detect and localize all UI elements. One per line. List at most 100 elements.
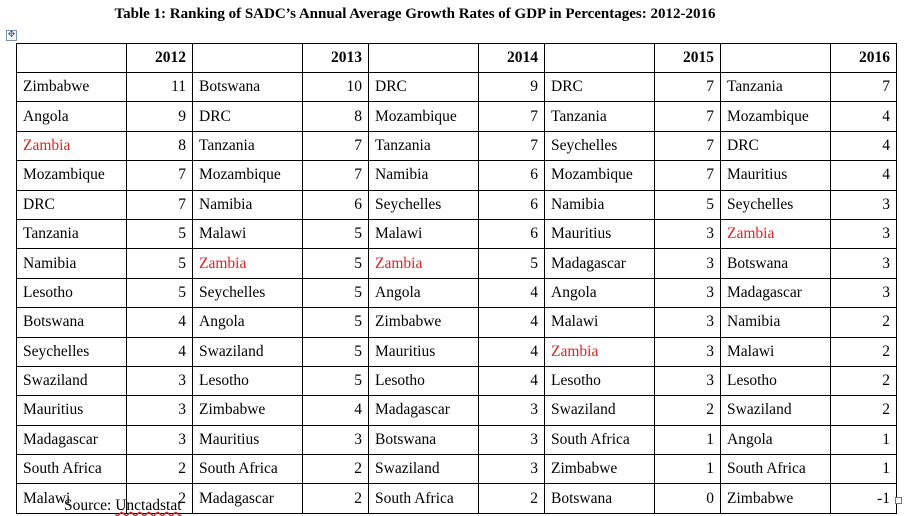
table-row: Zimbabwe 11 Botswana 10 DRC 9 DRC 7 Tanzania 7 <box>16 71 897 103</box>
growth-value-cell: 8 <box>302 101 369 132</box>
table-row: Zambia 8 Tanzania 7 Tanzania 7 Seychelles 7 DRC 4 <box>16 130 897 162</box>
table-row: Seychelles 4 Swaziland 5 Mauritius 4 Zambia 3 Ma… <box>16 336 897 367</box>
growth-value-cell: 7 <box>478 130 545 162</box>
growth-value-cell: 7 <box>654 160 721 191</box>
growth-value-cell: 2 <box>126 454 193 485</box>
country-cell: Lesotho <box>192 365 303 397</box>
growth-value-cell: 11 <box>126 71 193 103</box>
country-cell: Malawi <box>544 307 655 338</box>
growth-value-cell: 3 <box>654 218 721 250</box>
country-cell: Swaziland <box>720 395 831 426</box>
country-cell: Namibia <box>720 307 831 338</box>
growth-value-cell: 5 <box>478 248 545 279</box>
table-row: Angola 9 DRC 8 Mozambique 7 Tanzania 7 Mozambiqu… <box>16 101 897 132</box>
growth-value-cell: 3 <box>654 365 721 397</box>
country-cell: Namibia <box>544 189 655 220</box>
country-cell: Mozambique <box>720 101 831 132</box>
header-row: 2012 2013 2014 2015 2016 <box>16 43 897 73</box>
growth-value-cell: 7 <box>654 71 721 103</box>
country-cell: South Africa <box>192 454 303 485</box>
country-cell: South Africa <box>544 424 655 456</box>
header-blank-cell <box>368 43 479 73</box>
growth-value-cell: 3 <box>830 218 897 250</box>
country-cell: Mozambique <box>16 160 127 191</box>
country-cell: Lesotho <box>16 277 127 309</box>
table-row: Mozambique 7 Mozambique 7 Namibia 6 Mozambique… <box>16 160 897 191</box>
table-row: Namibia 5 Zambia 5 Zambia 5 Madagascar 3 Botswan… <box>16 248 897 279</box>
country-cell: Lesotho <box>544 365 655 397</box>
growth-value-cell: 2 <box>302 483 369 514</box>
source-prefix: Source: <box>64 497 116 514</box>
growth-value-cell: 6 <box>302 189 369 220</box>
country-cell: Madagascar <box>16 424 127 456</box>
country-cell: Seychelles <box>368 189 479 220</box>
growth-value-cell: 2 <box>302 454 369 485</box>
country-cell: Namibia <box>192 189 303 220</box>
growth-value-cell: 3 <box>126 395 193 426</box>
country-cell: Seychelles <box>192 277 303 309</box>
year-header: 2014 <box>478 43 545 73</box>
gdp-ranking-table: 2012 2013 2014 2015 2016 Zimbabwe 11 Botswana 10… <box>16 43 897 514</box>
country-cell: Tanzania <box>544 101 655 132</box>
growth-value-cell: 2 <box>478 483 545 514</box>
country-cell: Malawi <box>720 336 831 367</box>
country-cell: DRC <box>192 101 303 132</box>
country-cell: Seychelles <box>544 130 655 162</box>
country-cell: South Africa <box>16 454 127 485</box>
growth-value-cell: 4 <box>126 336 193 367</box>
growth-value-cell: 3 <box>830 277 897 309</box>
source-name: Unctadstat <box>115 497 182 514</box>
growth-value-cell: 7 <box>126 189 193 220</box>
growth-value-cell: 4 <box>478 365 545 397</box>
growth-value-cell: 5 <box>654 189 721 220</box>
growth-value-cell: 9 <box>478 71 545 103</box>
country-cell: Zambia <box>720 218 831 250</box>
country-cell: Zambia <box>544 336 655 367</box>
year-header: 2015 <box>654 43 721 73</box>
growth-value-cell: 2 <box>830 336 897 367</box>
growth-value-cell: 2 <box>654 395 721 426</box>
growth-value-cell: 7 <box>126 160 193 191</box>
growth-value-cell: -1 <box>830 483 897 514</box>
table-row: Tanzania 5 Malawi 5 Malawi 6 Mauritius 3 Zambia 3 <box>16 218 897 250</box>
country-cell: Mozambique <box>544 160 655 191</box>
table-row: South Africa 2 South Africa 2 Swaziland 3 Zimb… <box>16 454 897 485</box>
growth-value-cell: 3 <box>654 336 721 367</box>
growth-value-cell: 4 <box>302 395 369 426</box>
country-cell: Lesotho <box>368 365 479 397</box>
growth-value-cell: 4 <box>830 130 897 162</box>
country-cell: Zimbabwe <box>544 454 655 485</box>
growth-value-cell: 5 <box>302 307 369 338</box>
country-cell: Malawi <box>16 483 127 514</box>
country-cell: Botswana <box>16 307 127 338</box>
country-cell: DRC <box>368 71 479 103</box>
country-cell: Zambia <box>368 248 479 279</box>
header-blank-cell <box>16 43 127 73</box>
growth-value-cell: 3 <box>830 248 897 279</box>
table-row: Lesotho 5 Seychelles 5 Angola 4 Angola 3 Madagas… <box>16 277 897 309</box>
move-arrows-icon[interactable]: ✥ <box>6 30 17 41</box>
table-row: Madagascar 3 Mauritius 3 Botswana 3 South Afri… <box>16 424 897 456</box>
resize-square-icon[interactable] <box>895 497 902 504</box>
country-cell: Mauritius <box>544 218 655 250</box>
country-cell: Madagascar <box>544 248 655 279</box>
growth-value-cell: 3 <box>830 189 897 220</box>
growth-value-cell: 2 <box>126 483 193 514</box>
country-cell: DRC <box>16 189 127 220</box>
country-cell: Mozambique <box>368 101 479 132</box>
country-cell: Angola <box>720 424 831 456</box>
growth-value-cell: 3 <box>126 424 193 456</box>
country-cell: Tanzania <box>16 218 127 250</box>
country-cell: Mauritius <box>16 395 127 426</box>
source-note: Source: Unctadstat <box>64 497 182 515</box>
table-row: Botswana 4 Angola 5 Zimbabwe 4 Malawi 3 Namibia 2 <box>16 307 897 338</box>
growth-value-cell: 8 <box>126 130 193 162</box>
growth-value-cell: 7 <box>478 101 545 132</box>
growth-value-cell: 7 <box>654 130 721 162</box>
country-cell: Namibia <box>16 248 127 279</box>
table-row: DRC 7 Namibia 6 Seychelles 6 Namibia 5 Seychelle… <box>16 189 897 220</box>
country-cell: Tanzania <box>720 71 831 103</box>
year-header: 2016 <box>830 43 897 73</box>
growth-value-cell: 5 <box>126 277 193 309</box>
growth-value-cell: 3 <box>654 248 721 279</box>
